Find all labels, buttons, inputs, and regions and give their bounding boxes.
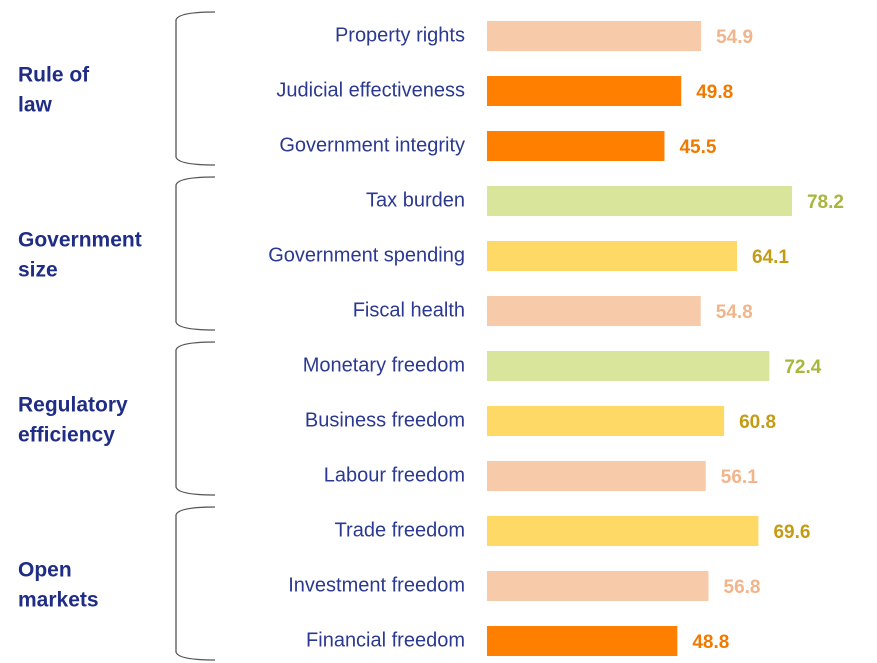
bar — [487, 131, 665, 161]
bar — [487, 76, 682, 106]
group-label: markets — [18, 589, 99, 612]
value-label: 60.8 — [739, 412, 776, 433]
group-label: Regulatory — [18, 394, 128, 417]
bar — [487, 571, 709, 601]
category-label: Trade freedom — [335, 519, 465, 541]
category-label: Government spending — [268, 244, 465, 266]
category-label: Fiscal health — [353, 299, 465, 321]
value-label: 54.8 — [716, 302, 753, 323]
value-label: 54.9 — [716, 27, 753, 48]
group-label: size — [18, 259, 58, 282]
category-label: Government integrity — [279, 134, 465, 156]
bar — [487, 406, 725, 436]
group-label: efficiency — [18, 424, 115, 447]
value-label: 49.8 — [696, 82, 733, 103]
bar — [487, 351, 770, 381]
value-label: 56.1 — [721, 467, 758, 488]
category-label: Labour freedom — [324, 464, 465, 486]
bar — [487, 461, 706, 491]
group-label: law — [18, 94, 53, 117]
value-label: 56.8 — [724, 577, 761, 598]
bar — [487, 186, 792, 216]
bar — [487, 626, 678, 656]
group-label: Open — [18, 559, 72, 582]
group-bracket — [175, 11, 216, 166]
category-label: Monetary freedom — [303, 354, 465, 376]
category-label: Business freedom — [305, 409, 465, 431]
value-label: 78.2 — [807, 192, 844, 213]
group-label: Rule of — [18, 64, 90, 87]
value-label: 72.4 — [784, 357, 821, 378]
bar — [487, 21, 702, 51]
bar — [487, 296, 701, 326]
value-label: 45.5 — [679, 137, 716, 158]
category-label: Tax burden — [366, 189, 465, 211]
group-bracket — [175, 176, 216, 331]
group-bracket — [175, 341, 216, 496]
value-label: 64.1 — [752, 247, 789, 268]
bar — [487, 516, 759, 546]
group-label: Government — [18, 229, 142, 252]
category-label: Property rights — [335, 24, 465, 46]
bar — [487, 241, 737, 271]
category-label: Investment freedom — [288, 574, 465, 596]
group-bracket — [175, 506, 216, 661]
category-label: Judicial effectiveness — [276, 79, 465, 101]
category-label: Financial freedom — [306, 629, 465, 651]
value-label: 48.8 — [692, 632, 729, 653]
value-label: 69.6 — [773, 522, 810, 543]
